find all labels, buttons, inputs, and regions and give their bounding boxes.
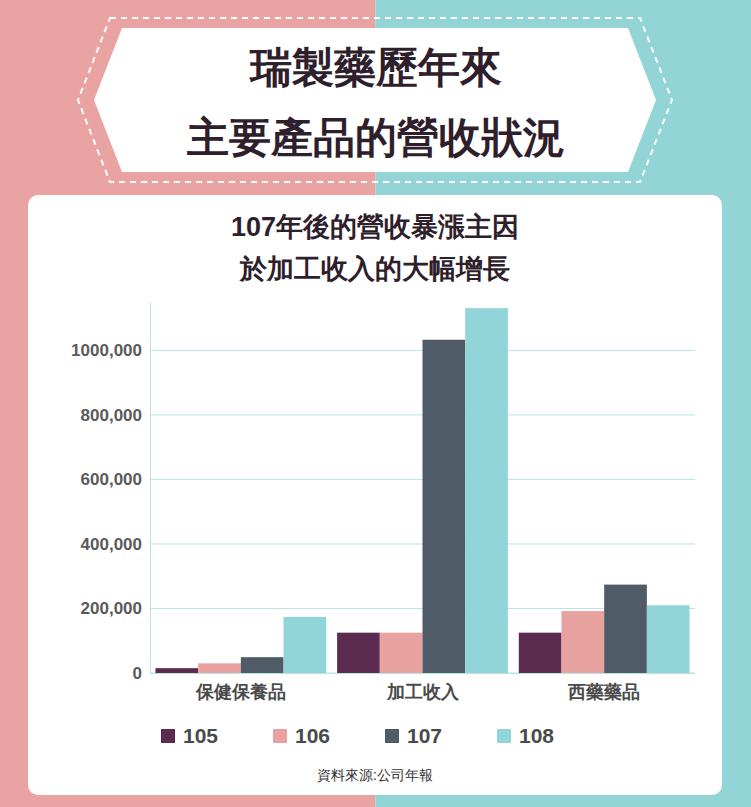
bar <box>519 633 562 673</box>
x-tick: 保健保養品 <box>195 673 286 702</box>
y-tick-label: 1000,000 <box>71 341 142 360</box>
y-tick-label: 200,000 <box>81 599 142 618</box>
bar <box>241 657 284 673</box>
legend-swatch <box>497 729 511 743</box>
legend-swatch <box>273 729 287 743</box>
x-tick-label: 西藥藥品 <box>567 682 640 702</box>
legend: 105 106 107 108 <box>161 724 554 747</box>
bar <box>423 340 466 673</box>
y-tick-label: 800,000 <box>81 406 142 425</box>
y-tick: 1000,000 <box>71 341 150 360</box>
x-tick: 加工收入 <box>386 673 460 702</box>
y-tick-label: 0 <box>133 664 142 683</box>
bar <box>465 308 508 673</box>
bar <box>155 668 198 673</box>
banner-outline <box>78 18 672 182</box>
legend-label: 105 <box>183 724 218 747</box>
legend-label: 108 <box>519 724 554 747</box>
y-axis: 0 200,000 400,000 600,000 800,000 1000,000 <box>71 303 150 683</box>
subtitle: 於加工收入的大幅增長 <box>239 254 510 284</box>
legend-label: 106 <box>295 724 330 747</box>
source: 資料來源:公司年報 <box>317 767 433 783</box>
chart: 瑞製藥歷年來主要產品的營收狀況 107年後的營收暴漲主因於加工收入的大幅增長 0 20… <box>0 0 751 807</box>
y-tick: 600,000 <box>81 470 150 489</box>
legend-swatch <box>161 729 175 743</box>
legend-label: 107 <box>407 724 442 747</box>
x-tick: 西藥藥品 <box>567 673 640 702</box>
bar <box>604 585 647 673</box>
x-axis: 保健保養品 加工收入 西藥藥品 <box>151 673 696 702</box>
y-tick: 800,000 <box>81 406 150 425</box>
bar <box>561 611 604 673</box>
y-tick-label: 400,000 <box>81 535 142 554</box>
y-tick-label: 600,000 <box>81 470 142 489</box>
bar <box>337 633 380 673</box>
bar <box>284 617 327 673</box>
subtitle: 107年後的營收暴漲主因 <box>231 212 519 242</box>
y-tick: 0 <box>133 664 150 683</box>
y-tick: 200,000 <box>81 599 150 618</box>
x-axis-line <box>151 673 696 674</box>
x-tick-label: 加工收入 <box>386 682 460 702</box>
y-axis-line <box>150 303 151 674</box>
legend-swatch <box>385 729 399 743</box>
title: 瑞製藥歷年來 <box>248 44 502 91</box>
x-tick-label: 保健保養品 <box>195 682 286 702</box>
bar <box>198 663 241 673</box>
bars <box>155 308 689 673</box>
bar <box>647 605 690 673</box>
title: 主要產品的營收狀況 <box>186 114 565 161</box>
y-tick: 400,000 <box>81 535 150 554</box>
banner <box>94 28 656 172</box>
bar <box>380 633 423 673</box>
card <box>28 195 722 795</box>
